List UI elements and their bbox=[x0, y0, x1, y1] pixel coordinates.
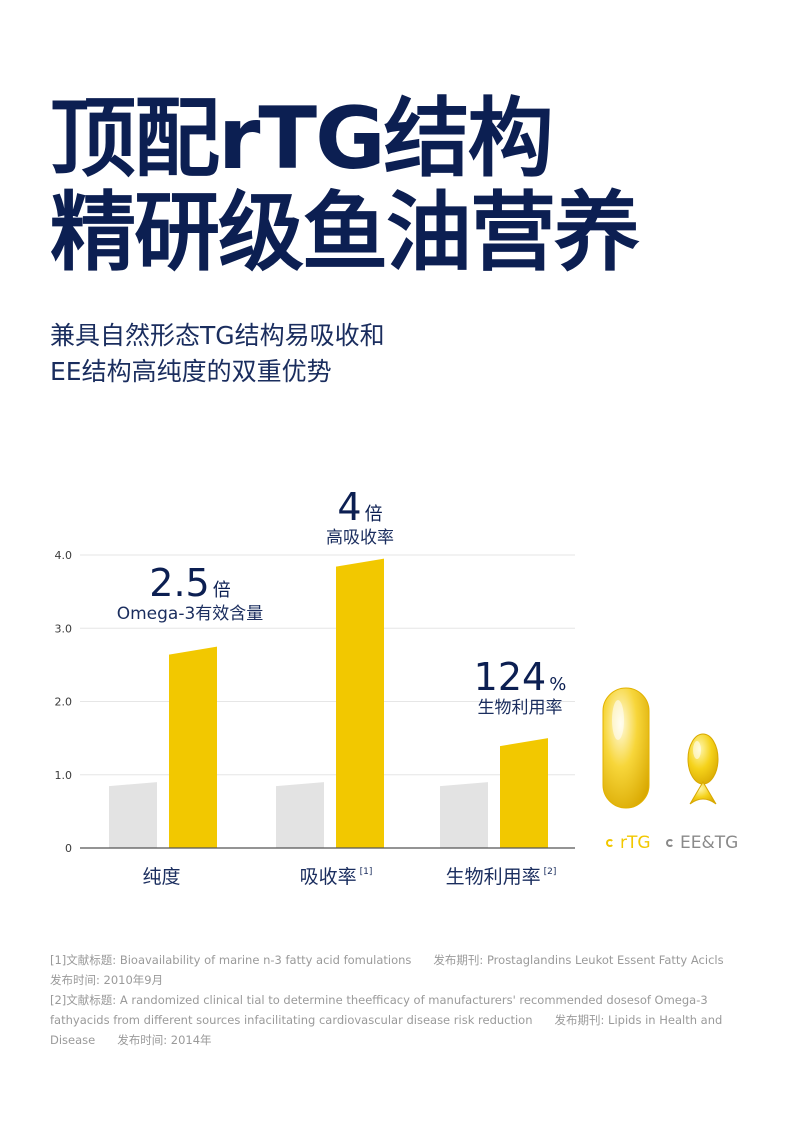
callout-purity-unit: 倍 bbox=[212, 580, 231, 601]
bar-eetg bbox=[276, 782, 324, 848]
callout-bioavailability: 124% 生物利用率 bbox=[455, 657, 585, 719]
category-note-bioavailability: [2] bbox=[543, 867, 557, 877]
callout-bioavailability-label: 生物利用率 bbox=[477, 698, 563, 718]
callout-purity-label: Omega-3有效含量 bbox=[116, 604, 264, 624]
capsule-oval-icon bbox=[602, 687, 650, 809]
y-tick-label: 2.0 bbox=[55, 696, 73, 709]
headline-line-1: 顶配rTG结构 bbox=[50, 89, 554, 189]
reference-1-line-1: [1]文献标题: Bioavailability of marine n-3 f… bbox=[50, 950, 740, 970]
y-tick-label: 0 bbox=[65, 842, 72, 855]
category-label-bioavailability-text: 生物利用率 bbox=[445, 866, 541, 888]
y-tick-label: 4.0 bbox=[55, 549, 73, 562]
legend-label-rtg: rTG bbox=[620, 833, 651, 853]
headline: 顶配rTG结构 精研级鱼油营养 bbox=[50, 89, 640, 283]
reference-2-date: 发布时间: 2014年 bbox=[117, 1033, 212, 1047]
callout-purity: 2.5 倍 Omega-3有效含量 bbox=[100, 563, 280, 625]
bar-rtg bbox=[169, 646, 217, 848]
legend-swatch-rtg bbox=[606, 839, 614, 847]
bar-rtg bbox=[500, 738, 548, 848]
legend-item-rtg: rTG bbox=[606, 833, 651, 853]
reference-1-date: 发布时间: 2010年9月 bbox=[50, 973, 164, 987]
reference-2-line-2: fathyacids from different sources infaci… bbox=[50, 1010, 740, 1030]
headline-line-2: 精研级鱼油营养 bbox=[50, 183, 640, 283]
subheadline-line-1: 兼具自然形态TG结构易吸收和 bbox=[50, 321, 385, 350]
legend-label-eetg: EE&TG bbox=[680, 833, 739, 853]
reference-1-line-2: 发布时间: 2010年9月 bbox=[50, 970, 740, 990]
reference-2-title: [2]文献标题: A randomized clinical tial to d… bbox=[50, 993, 708, 1007]
reference-1-journal: 发布期刊: Prostaglandins Leukot Essent Fatty… bbox=[433, 953, 724, 967]
category-note-absorption: [1] bbox=[359, 867, 373, 877]
y-tick-label: 3.0 bbox=[55, 622, 73, 635]
bar-eetg bbox=[440, 782, 488, 848]
subheadline: 兼具自然形态TG结构易吸收和 EE结构高纯度的双重优势 bbox=[50, 318, 385, 390]
reference-1-title: [1]文献标题: Bioavailability of marine n-3 f… bbox=[50, 953, 412, 967]
reference-2-journal-cont: Disease bbox=[50, 1033, 96, 1047]
bar-rtg bbox=[336, 558, 384, 848]
callout-bioavailability-unit: % bbox=[549, 674, 567, 695]
callout-bioavailability-value: 124 bbox=[473, 655, 547, 699]
references: [1]文献标题: Bioavailability of marine n-3 f… bbox=[50, 950, 740, 1050]
callout-purity-value: 2.5 bbox=[149, 561, 210, 605]
reference-2-title-cont: fathyacids from different sources infaci… bbox=[50, 1013, 533, 1027]
comparison-bar-chart: 0 1.0 2.0 3.0 4.0 bbox=[55, 549, 575, 855]
capsule-fish-icon bbox=[687, 733, 719, 805]
callout-absorption-label: 高吸收率 bbox=[326, 528, 394, 548]
reference-2-line-3: Disease 发布时间: 2014年 bbox=[50, 1030, 740, 1050]
category-label-purity: 纯度 bbox=[142, 862, 183, 889]
callout-absorption-value: 4 bbox=[337, 485, 362, 529]
reference-2-journal: 发布期刊: Lipids in Health and bbox=[554, 1013, 723, 1027]
legend-item-eetg: EE&TG bbox=[666, 833, 738, 853]
category-label-absorption: 吸收率 [1] bbox=[300, 862, 373, 889]
reference-2-line-1: [2]文献标题: A randomized clinical tial to d… bbox=[50, 990, 740, 1010]
subheadline-line-2: EE结构高纯度的双重优势 bbox=[50, 357, 332, 386]
category-label-absorption-text: 吸收率 bbox=[299, 866, 357, 888]
callout-absorption-unit: 倍 bbox=[364, 504, 383, 525]
category-label-purity-text: 纯度 bbox=[142, 866, 181, 888]
category-label-bioavailability: 生物利用率 [2] bbox=[446, 862, 557, 889]
bar-eetg bbox=[109, 782, 157, 848]
y-tick-label: 1.0 bbox=[55, 769, 73, 782]
legend-swatch-eetg bbox=[666, 839, 674, 847]
